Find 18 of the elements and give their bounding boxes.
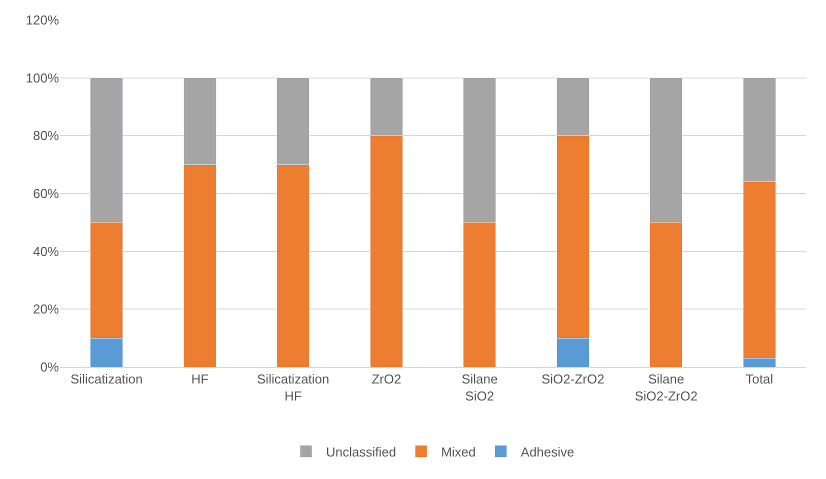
- y-tick-label: 80%: [32, 128, 60, 144]
- x-tick-label: Silicatization: [70, 372, 143, 387]
- y-tick-label: 40%: [32, 244, 60, 259]
- x-tick-label: SiO2-ZrO2: [541, 372, 604, 387]
- x-tick-label: Total: [746, 372, 774, 387]
- x-tick-label: Silane SiO2: [462, 372, 498, 404]
- legend-label: Unclassified: [326, 444, 396, 460]
- y-tick-label: 100%: [26, 70, 60, 86]
- y-tick-label: 60%: [32, 186, 60, 202]
- x-tick-label: ZrO2: [372, 372, 402, 387]
- x-tick-label: HF: [191, 372, 209, 387]
- y-tick-label: 0%: [40, 360, 60, 375]
- y-tick-label: 20%: [32, 302, 60, 317]
- legend-label: Mixed: [441, 444, 476, 460]
- legend-label: Adhesive: [520, 444, 574, 460]
- x-tick-label: Silane SiO2-ZrO2: [634, 372, 698, 404]
- y-tick-label: 120%: [26, 12, 60, 28]
- x-tick-label: Silicatization HF: [256, 372, 330, 404]
